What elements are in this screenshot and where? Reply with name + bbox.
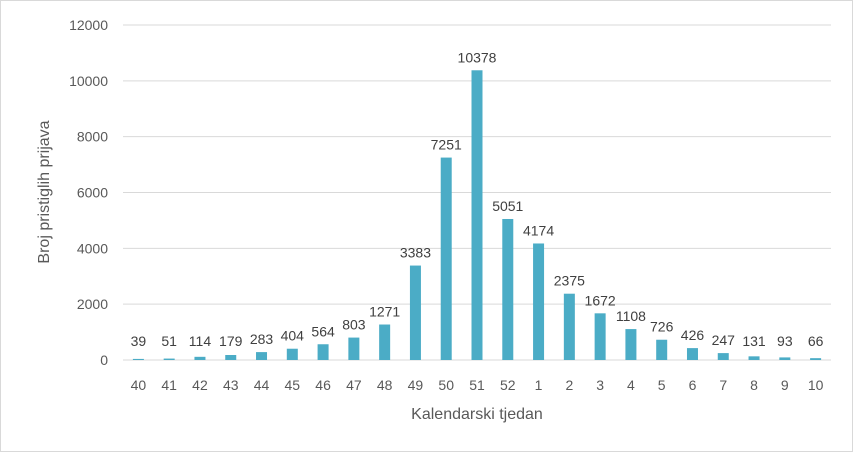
data-label-4: 1108 xyxy=(616,308,646,324)
x-tick-label: 41 xyxy=(161,377,177,393)
data-label-10: 66 xyxy=(808,333,824,349)
data-label-9: 93 xyxy=(777,333,793,349)
x-tick-label: 44 xyxy=(254,377,270,393)
data-label-48: 1271 xyxy=(369,304,400,320)
x-tick-label: 49 xyxy=(408,377,424,393)
x-tick-label: 4 xyxy=(627,377,635,393)
x-tick-label: 51 xyxy=(469,377,485,393)
bar-47 xyxy=(348,337,360,360)
data-label-5: 726 xyxy=(650,319,674,335)
data-label-47: 803 xyxy=(342,317,366,333)
x-tick-label: 10 xyxy=(808,377,824,393)
x-tick-label: 8 xyxy=(750,377,758,393)
x-tick-label: 42 xyxy=(192,377,208,393)
data-label-41: 51 xyxy=(161,333,177,349)
x-tick-label: 40 xyxy=(131,377,147,393)
y-tick-label: 12000 xyxy=(69,17,108,33)
data-label-8: 131 xyxy=(742,333,766,349)
data-label-40: 39 xyxy=(131,333,147,349)
x-tick-label: 47 xyxy=(346,377,362,393)
bar-6 xyxy=(686,348,698,360)
bar-7 xyxy=(717,353,729,360)
bar-41 xyxy=(163,358,175,360)
y-tick-label: 2000 xyxy=(77,296,108,312)
data-label-7: 247 xyxy=(712,332,736,348)
bar-4 xyxy=(625,329,637,360)
x-axis-title: Kalendarski tjedan xyxy=(411,406,543,423)
bar-49 xyxy=(409,265,421,360)
x-tick-label: 43 xyxy=(223,377,239,393)
x-tick-label: 50 xyxy=(438,377,454,393)
bar-5 xyxy=(656,339,668,360)
data-label-3: 1672 xyxy=(585,292,616,308)
bar-9 xyxy=(779,357,791,360)
bar-50 xyxy=(440,157,452,360)
x-tick-label: 6 xyxy=(689,377,697,393)
y-tick-label: 8000 xyxy=(77,129,108,145)
data-label-44: 283 xyxy=(250,331,274,347)
y-tick-label: 10000 xyxy=(69,73,108,89)
data-label-6: 426 xyxy=(681,327,705,343)
data-label-51: 10378 xyxy=(458,49,497,65)
x-tick-label: 46 xyxy=(315,377,331,393)
bar-46 xyxy=(317,344,329,360)
x-tick-label: 52 xyxy=(500,377,516,393)
data-label-49: 3383 xyxy=(400,245,431,261)
x-tick-label: 2 xyxy=(565,377,573,393)
bar-40 xyxy=(132,358,144,360)
x-tick-label: 5 xyxy=(658,377,666,393)
bar-10 xyxy=(810,358,822,360)
bars xyxy=(132,70,822,361)
bar-42 xyxy=(194,356,206,360)
bar-45 xyxy=(286,348,298,360)
data-label-42: 114 xyxy=(189,333,212,349)
x-tick-label: 1 xyxy=(535,377,543,393)
data-label-50: 7251 xyxy=(431,137,462,153)
data-label-1: 4174 xyxy=(523,222,554,238)
bar-51 xyxy=(471,70,483,361)
bar-2 xyxy=(563,293,575,360)
data-label-2: 2375 xyxy=(554,273,585,289)
bar-52 xyxy=(502,218,514,360)
bar-3 xyxy=(594,313,606,360)
data-label-45: 404 xyxy=(281,328,305,344)
bar-48 xyxy=(379,324,391,360)
y-tick-label: 6000 xyxy=(77,185,108,201)
x-tick-label: 3 xyxy=(596,377,604,393)
bar-44 xyxy=(256,352,268,360)
x-axis-ticks: 40 41 42 43 44 45 46 47 48 49 50 51 52 1 2 3 4 5 6 7 8 9 10 xyxy=(131,377,824,393)
bar-43 xyxy=(225,355,237,360)
data-label-52: 5051 xyxy=(492,198,523,214)
y-axis-ticks: 0 2000 4000 6000 8000 10000 12000 xyxy=(69,17,108,368)
data-label-46: 564 xyxy=(311,323,335,339)
x-tick-label: 7 xyxy=(719,377,727,393)
data-label-43: 179 xyxy=(219,333,243,349)
x-tick-label: 9 xyxy=(781,377,789,393)
x-tick-label: 45 xyxy=(285,377,301,393)
y-axis-title: Broj pristiglih prijava xyxy=(36,120,53,263)
y-tick-label: 4000 xyxy=(77,240,108,256)
x-tick-label: 48 xyxy=(377,377,393,393)
bar-8 xyxy=(748,356,760,360)
y-tick-label: 0 xyxy=(100,352,108,368)
bar-1 xyxy=(533,243,545,360)
